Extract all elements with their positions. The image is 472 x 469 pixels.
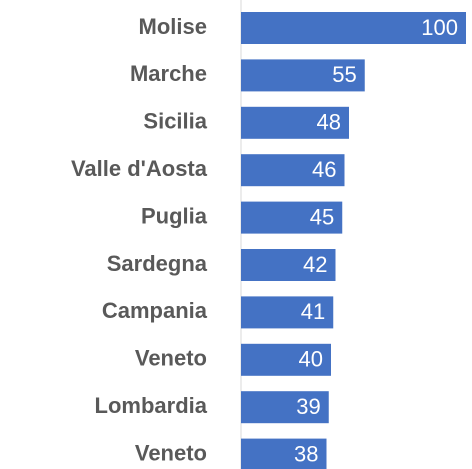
value-label: 100 <box>421 15 458 40</box>
bar <box>241 438 327 469</box>
category-label: Lombardia <box>95 393 208 418</box>
value-label: 55 <box>332 62 356 87</box>
bar <box>241 154 345 187</box>
bar <box>241 12 466 44</box>
value-label: 46 <box>312 157 336 182</box>
category-label: Sicilia <box>143 109 207 134</box>
bar <box>241 296 334 329</box>
bar <box>241 106 349 139</box>
bar <box>241 249 336 281</box>
category-label: Puglia <box>141 203 208 228</box>
value-label: 41 <box>301 299 325 324</box>
bar <box>241 201 343 234</box>
category-label: Valle d'Aosta <box>71 156 208 181</box>
category-label: Sardegna <box>107 251 208 276</box>
category-label: Veneto <box>135 346 207 371</box>
value-label: 42 <box>303 252 327 277</box>
value-label: 48 <box>317 110 341 135</box>
value-label: 45 <box>310 204 334 229</box>
value-label: 39 <box>296 394 320 419</box>
category-label: Molise <box>139 14 207 39</box>
category-label: Marche <box>130 61 207 86</box>
category-label: Campania <box>102 298 208 323</box>
bar <box>241 391 329 424</box>
value-label: 38 <box>294 441 318 466</box>
category-label: Veneto <box>135 440 207 465</box>
value-label: 40 <box>299 347 323 372</box>
bar <box>241 343 331 376</box>
bar <box>241 59 365 92</box>
